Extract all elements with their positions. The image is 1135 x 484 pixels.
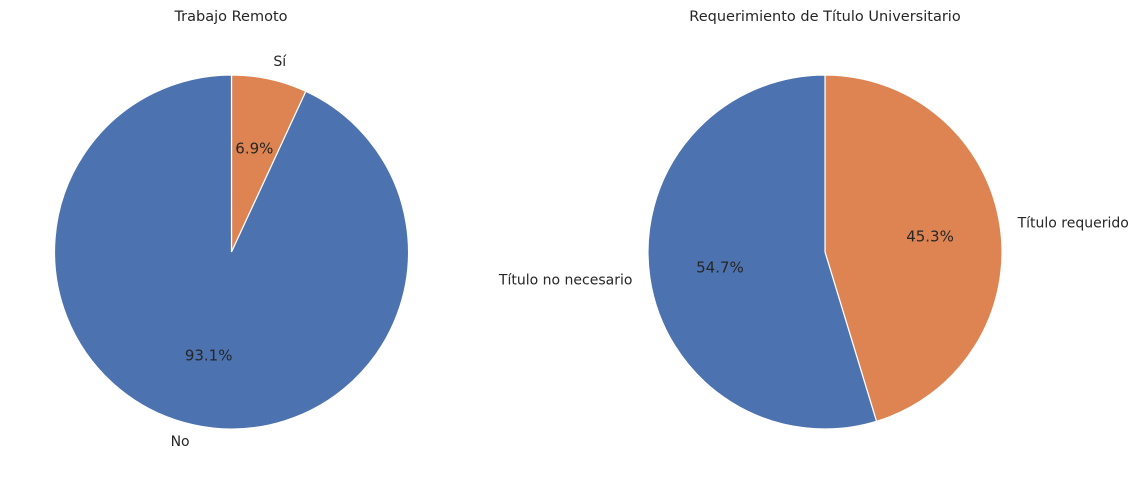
pie-chart-trabajo-remoto: 6.9% Sí 93.1% No Trabajo Remoto (53, 9, 410, 450)
pie-chart-titulo-universitario: 45.3% Título requerido 54.7% Título no nece… (498, 9, 1129, 430)
slice-label-no: No (171, 434, 190, 450)
pct-label-si: 6.9% (235, 139, 273, 157)
slice-label-titulo-no-necesario: Título no necesario (498, 273, 632, 289)
chart-title: Trabajo Remoto (173, 9, 287, 25)
pct-label-titulo-no-necesario: 54.7% (696, 259, 744, 277)
chart-title: Requerimiento de Título Universitario (689, 9, 961, 25)
pct-label-no: 93.1% (185, 347, 233, 365)
pie-slice-titulo-requerido (824, 74, 1003, 423)
pct-label-titulo-requerido: 45.3% (906, 227, 954, 245)
slice-label-titulo-requerido: Título requerido (1017, 215, 1129, 231)
pie-slice-titulo-no-necesario (647, 74, 878, 430)
pie-slice-no (53, 74, 410, 430)
slice-label-si: Sí (273, 54, 287, 70)
